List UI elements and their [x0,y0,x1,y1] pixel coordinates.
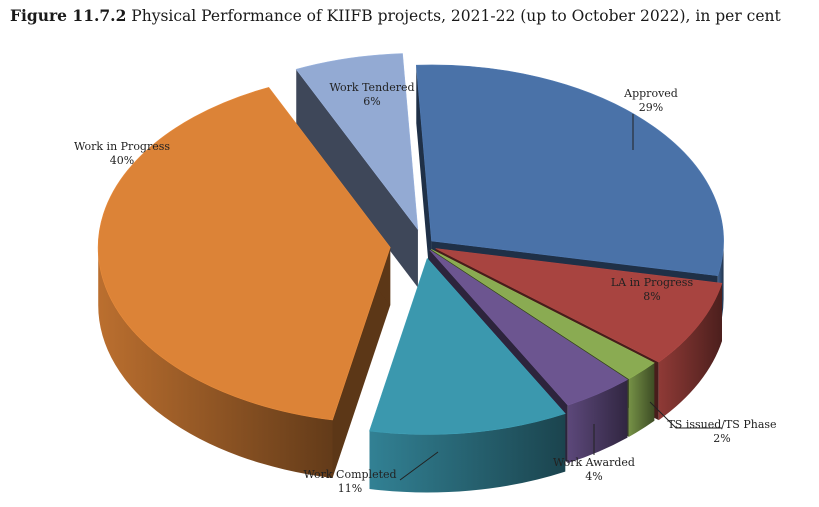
slice-label-value: 11% [338,482,362,495]
slice-rim-4 [369,413,566,493]
slice-wall-5-0 [332,247,391,478]
slice-label-name: Work Completed [303,468,396,481]
slice-wall-6-0 [296,69,418,288]
slice-rim-3 [567,379,628,464]
slice-label-value: 6% [363,95,380,108]
slice-label-value: 4% [585,470,602,483]
slice-label-name: Work in Progress [74,140,170,153]
slice-approved [415,64,724,277]
slice-rim-5 [98,247,333,478]
leader-line [399,451,439,481]
slice-wall-0-0 [416,65,432,299]
slice-rim-2 [628,362,655,437]
leader-line [649,401,722,429]
slice-work-in-progress [97,87,391,421]
slice-label-name: TS issued/TS Phase [667,418,776,431]
slice-work-awarded [429,249,628,406]
slice-la-in-progress [435,248,723,363]
slice-label-name: LA in Progress [611,276,694,289]
figure-title: Figure 11.7.2 Physical Performance of KI… [10,6,781,25]
slice-rim-1 [658,283,722,421]
figure-caption: Physical Performance of KIIFB projects, … [131,7,781,25]
slice-ts-issued-ts-phase [431,249,655,380]
slice-label-name: Approved [623,87,678,100]
slice-label-value: 8% [643,290,660,303]
slice-work-tendered [295,53,419,231]
figure-number: Figure 11.7.2 [10,6,127,25]
slice-label-name: Work Awarded [553,456,635,469]
pie-tops [97,53,724,435]
slice-label-value: 29% [639,101,663,114]
slice-label-name: Work Tendered [329,81,414,94]
slice-work-completed [369,257,566,435]
slice-label-value: 40% [110,154,134,167]
slice-label-value: 2% [713,432,730,445]
